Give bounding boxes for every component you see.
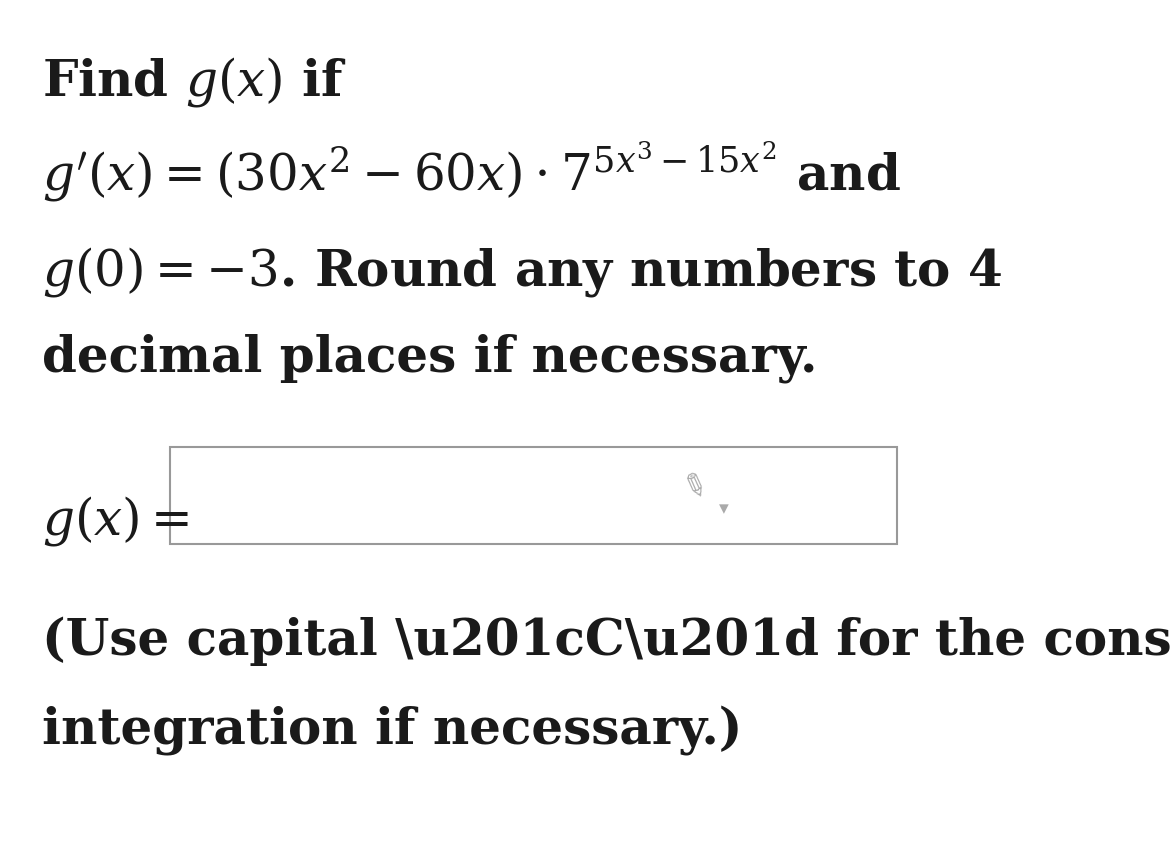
Text: ▾: ▾ [720, 499, 729, 518]
Text: decimal places if necessary.: decimal places if necessary. [42, 333, 817, 383]
Text: integration if necessary.): integration if necessary.) [42, 705, 742, 755]
Text: (Use capital \u201cC\u201d for the constant of: (Use capital \u201cC\u201d for the const… [42, 616, 1170, 666]
Text: Find $g(x)$ if: Find $g(x)$ if [42, 55, 346, 109]
Bar [170, 447, 897, 544]
Text: ✎: ✎ [676, 469, 710, 506]
Text: $g'(x) = (30x^2 - 60x) \cdot 7^{5x^3-15x^2}$ and: $g'(x) = (30x^2 - 60x) \cdot 7^{5x^3-15x… [42, 139, 901, 203]
Text: $g(0) = {-3}$. Round any numbers to 4: $g(0) = {-3}$. Round any numbers to 4 [42, 245, 1002, 299]
Text: $g(x) =$: $g(x) =$ [42, 494, 188, 548]
